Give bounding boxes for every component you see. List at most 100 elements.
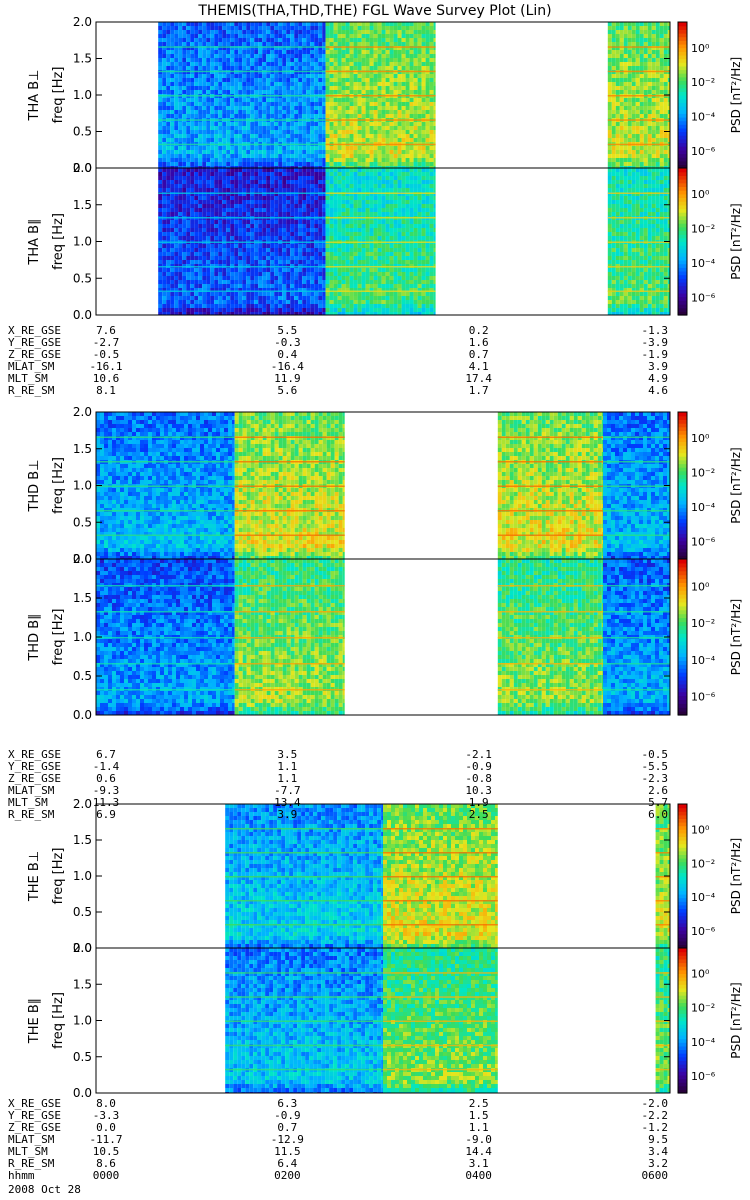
spectrogram-interval bbox=[158, 168, 325, 315]
ephemeris-value: 0000 bbox=[93, 1169, 120, 1182]
ephemeris-value: 0600 bbox=[642, 1169, 669, 1182]
y-tick-label: 0.5 bbox=[73, 1050, 92, 1064]
y-tick-label: 1.0 bbox=[73, 1014, 92, 1028]
colorbar-tick-label: 10⁻⁶ bbox=[691, 691, 716, 704]
spectrogram-interval bbox=[608, 22, 670, 168]
ephemeris-block: X_RE_GSE 7.6 5.5 0.2 -1.3Y_RE_GSE -2.7 -0.3 1.6… bbox=[8, 324, 668, 397]
y-tick-label: 1.5 bbox=[73, 591, 92, 605]
colorbar-tick-label: 10⁻⁴ bbox=[691, 501, 716, 514]
ephemeris-value: 5.6 bbox=[277, 384, 297, 397]
freq-axis-label: freq [Hz] bbox=[51, 213, 66, 270]
colorbar-tick-label: 10⁻⁴ bbox=[691, 891, 716, 904]
y-tick-label: 0.5 bbox=[73, 515, 92, 529]
spectrogram-interval bbox=[608, 168, 670, 315]
spectrogram-interval bbox=[498, 412, 603, 559]
spectrogram-interval bbox=[326, 168, 436, 315]
spectrogram-panel bbox=[158, 168, 670, 315]
spectrogram-interval bbox=[235, 559, 345, 715]
colorbar-tick-label: 10⁰ bbox=[691, 188, 710, 201]
probe-label: THE B⊥ bbox=[27, 851, 42, 902]
spectrogram-interval bbox=[235, 412, 345, 559]
colorbar-tick-label: 10⁻⁴ bbox=[691, 654, 716, 667]
colorbar-label: PSD [nT²/Hz] bbox=[729, 57, 743, 133]
spectrogram-interval bbox=[383, 948, 498, 1093]
y-tick-label: 1.0 bbox=[73, 869, 92, 883]
colorbar-tick-label: 10⁻⁶ bbox=[691, 925, 716, 938]
y-tick-label: 0.0 bbox=[73, 1086, 92, 1100]
y-tick-label: 0.5 bbox=[73, 271, 92, 285]
colorbar-tick-label: 10⁰ bbox=[691, 42, 710, 55]
y-tick-label: 1.5 bbox=[73, 198, 92, 212]
spectrogram-panel bbox=[96, 559, 670, 715]
y-tick-label: 1.0 bbox=[73, 88, 92, 102]
y-tick-label: 2.0 bbox=[73, 941, 92, 955]
y-tick-label: 1.5 bbox=[73, 52, 92, 66]
colorbar-tick-label: 10⁻² bbox=[691, 857, 715, 870]
ephemeris-row-label: R_RE_SM bbox=[8, 384, 55, 397]
freq-axis-label: freq [Hz] bbox=[51, 609, 66, 666]
ephemeris-value: 3.9 bbox=[277, 808, 297, 821]
spectrogram-interval bbox=[603, 412, 670, 559]
y-tick-label: 2.0 bbox=[73, 405, 92, 419]
colorbar-tick-label: 10⁻⁶ bbox=[691, 536, 716, 549]
date-label: 2008 Oct 28 bbox=[8, 1183, 81, 1196]
y-tick-label: 0.5 bbox=[73, 905, 92, 919]
chart-title: THEMIS(THA,THD,THE) FGL Wave Survey Plot… bbox=[197, 3, 551, 19]
freq-axis-label: freq [Hz] bbox=[51, 848, 66, 905]
colorbar-tick-label: 10⁻² bbox=[691, 223, 715, 236]
ephemeris-row-label: hhmm bbox=[8, 1169, 35, 1182]
colorbar-label: PSD [nT²/Hz] bbox=[729, 982, 743, 1058]
spectrogram-interval bbox=[158, 22, 325, 168]
y-tick-label: 2.0 bbox=[73, 161, 92, 175]
ephemeris-value: 0400 bbox=[465, 1169, 492, 1182]
colorbar-tick-label: 10⁻² bbox=[691, 467, 715, 480]
colorbar bbox=[678, 168, 687, 316]
colorbar-tick-label: 10⁰ bbox=[691, 823, 710, 836]
freq-axis-label: freq [Hz] bbox=[51, 457, 66, 514]
colorbar-tick-label: 10⁻² bbox=[691, 1002, 715, 1015]
colorbar-tick-label: 10⁰ bbox=[691, 968, 710, 981]
colorbar-tick-label: 10⁰ bbox=[691, 581, 710, 594]
y-tick-label: 2.0 bbox=[73, 15, 92, 29]
y-tick-label: 2.0 bbox=[73, 552, 92, 566]
ephemeris-value: 4.6 bbox=[648, 384, 668, 397]
probe-label: THD B∥ bbox=[27, 613, 42, 661]
y-tick-label: 0.5 bbox=[73, 125, 92, 139]
colorbar-tick-label: 10⁻⁶ bbox=[691, 145, 716, 158]
probe-label: THE B∥ bbox=[27, 998, 42, 1044]
y-tick-label: 0.0 bbox=[73, 308, 92, 322]
ephemeris-block: X_RE_GSE 8.0 6.3 2.5 -2.0Y_RE_GSE -3.3 -0.9 1.5… bbox=[8, 1097, 668, 1182]
freq-axis-label: freq [Hz] bbox=[51, 992, 66, 1049]
spectrogram-interval bbox=[96, 559, 235, 715]
colorbar-tick-label: 10⁻² bbox=[691, 617, 715, 630]
spectrogram-panel bbox=[158, 22, 670, 168]
spectrogram-interval bbox=[383, 804, 498, 948]
probe-label: THA B∥ bbox=[27, 218, 42, 265]
probe-label: THD B⊥ bbox=[27, 459, 42, 512]
colorbar bbox=[678, 559, 687, 716]
spectrogram-panel bbox=[225, 804, 670, 948]
colorbar-tick-label: 10⁰ bbox=[691, 432, 710, 445]
spectrogram-plot: THEMIS(THA,THD,THE) FGL Wave Survey Plot… bbox=[0, 0, 750, 1200]
ephemeris-value: 6.9 bbox=[96, 808, 116, 821]
y-tick-label: 0.5 bbox=[73, 669, 92, 683]
spectrogram-interval bbox=[225, 804, 383, 948]
colorbar-tick-label: 10⁻² bbox=[691, 76, 715, 89]
ephemeris-value: 2.5 bbox=[469, 808, 489, 821]
y-tick-label: 1.5 bbox=[73, 833, 92, 847]
colorbar-tick-label: 10⁻⁴ bbox=[691, 1036, 716, 1049]
colorbar-tick-label: 10⁻⁴ bbox=[691, 110, 716, 123]
colorbar-label: PSD [nT²/Hz] bbox=[729, 838, 743, 914]
ephemeris-row-label: R_RE_SM bbox=[8, 808, 55, 821]
y-tick-label: 2.0 bbox=[73, 797, 92, 811]
spectrogram-interval bbox=[225, 948, 383, 1093]
y-tick-label: 1.5 bbox=[73, 442, 92, 456]
colorbar-tick-label: 10⁻⁴ bbox=[691, 257, 716, 270]
spectrogram-panel bbox=[96, 412, 670, 559]
colorbar-tick-label: 10⁻⁶ bbox=[691, 1070, 716, 1083]
spectrogram-panel bbox=[225, 948, 670, 1093]
colorbar-tick-label: 10⁻⁶ bbox=[691, 292, 716, 305]
colorbar bbox=[678, 22, 687, 169]
y-tick-label: 1.5 bbox=[73, 977, 92, 991]
spectrogram-interval bbox=[498, 559, 603, 715]
